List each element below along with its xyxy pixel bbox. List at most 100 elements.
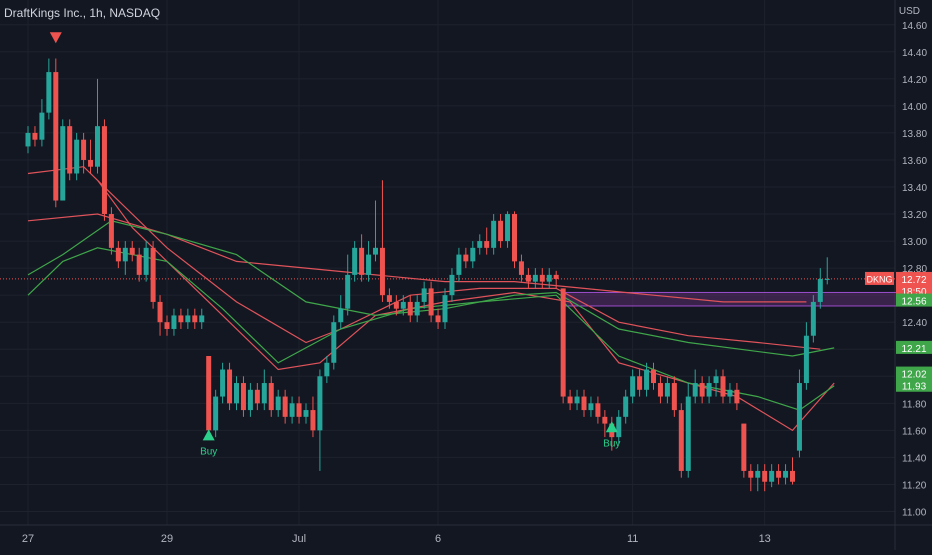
candle-body bbox=[234, 383, 239, 404]
candle-body bbox=[345, 274, 351, 309]
candle-body bbox=[129, 247, 135, 255]
candle bbox=[699, 376, 705, 404]
candle-body bbox=[393, 301, 399, 309]
candle-body bbox=[108, 214, 114, 248]
candle bbox=[790, 457, 795, 485]
candle-body bbox=[796, 383, 802, 451]
candle bbox=[783, 464, 789, 485]
candle-body bbox=[463, 254, 469, 262]
candle bbox=[379, 180, 385, 302]
candle bbox=[345, 254, 351, 316]
candle bbox=[386, 288, 392, 309]
candle bbox=[289, 396, 295, 424]
candle-body bbox=[310, 410, 316, 431]
candle-body bbox=[150, 247, 156, 302]
price-tick-label: 11.40 bbox=[902, 453, 927, 464]
candle bbox=[310, 396, 316, 438]
candle-body bbox=[247, 389, 253, 411]
candle bbox=[317, 369, 323, 471]
candle bbox=[678, 403, 684, 478]
candle bbox=[67, 119, 73, 181]
candle bbox=[220, 362, 226, 404]
candle bbox=[588, 396, 594, 417]
supply-zone-box bbox=[562, 291, 919, 307]
candle bbox=[254, 383, 260, 411]
candle bbox=[95, 78, 100, 174]
candle bbox=[32, 126, 38, 147]
candle-body bbox=[407, 301, 413, 316]
price-badge bbox=[896, 293, 932, 307]
candle-body bbox=[373, 247, 378, 255]
candle-body bbox=[671, 383, 677, 411]
candle bbox=[817, 268, 823, 309]
candle-body bbox=[553, 274, 559, 279]
price-tick-label: 11.20 bbox=[902, 480, 927, 491]
candle-body bbox=[699, 383, 705, 397]
candle bbox=[400, 295, 406, 316]
candle bbox=[171, 308, 177, 336]
candle bbox=[213, 389, 219, 438]
candle bbox=[88, 139, 94, 174]
candle-body bbox=[213, 396, 219, 431]
candle-body bbox=[651, 369, 656, 384]
candle-body bbox=[164, 322, 170, 329]
candle bbox=[796, 369, 802, 458]
candle bbox=[366, 241, 372, 282]
price-tick-label: 14.60 bbox=[902, 21, 927, 32]
candle-body bbox=[692, 383, 698, 397]
price-tick-label: 13.40 bbox=[902, 183, 927, 194]
candle bbox=[616, 410, 622, 444]
price-badge-text: 12.72 bbox=[901, 275, 926, 286]
candle bbox=[518, 254, 524, 282]
candle bbox=[581, 389, 587, 417]
price-tick-label: 13.20 bbox=[902, 210, 927, 221]
candle-body bbox=[46, 72, 52, 113]
time-tick-label: Jul bbox=[292, 533, 306, 545]
candle bbox=[178, 308, 184, 329]
time-tick-label: 13 bbox=[759, 533, 771, 545]
candle-body bbox=[783, 470, 789, 478]
candle-body bbox=[803, 335, 809, 384]
candle bbox=[644, 362, 650, 397]
candle bbox=[602, 410, 608, 438]
candle bbox=[623, 389, 629, 424]
candle bbox=[407, 295, 413, 323]
candle-body bbox=[512, 214, 517, 262]
buy-signal-label: Buy bbox=[603, 438, 620, 449]
price-badge bbox=[896, 340, 932, 354]
moving-average-line bbox=[27, 166, 821, 350]
time-axis: 2729Jul6111318202527 bbox=[22, 533, 771, 545]
candle bbox=[442, 288, 448, 329]
price-badge bbox=[896, 271, 932, 285]
candle bbox=[435, 308, 441, 329]
candle-body bbox=[240, 383, 246, 411]
candle-body bbox=[748, 470, 754, 478]
candle bbox=[428, 281, 434, 323]
candle-body bbox=[428, 288, 434, 316]
symbol-badge bbox=[865, 271, 894, 285]
candle bbox=[567, 389, 573, 411]
candle bbox=[324, 356, 330, 384]
candle bbox=[664, 376, 670, 404]
candle bbox=[268, 376, 274, 417]
candle bbox=[129, 241, 135, 262]
candle-body bbox=[400, 301, 406, 309]
candle-body bbox=[435, 315, 441, 323]
candle bbox=[706, 376, 712, 404]
candle-body bbox=[359, 247, 365, 275]
candle-body bbox=[817, 278, 823, 302]
candle bbox=[331, 315, 337, 370]
candle-body bbox=[115, 247, 121, 262]
candle-body bbox=[88, 159, 94, 167]
buy-signal-icon bbox=[202, 429, 215, 441]
candle bbox=[637, 369, 643, 397]
candle-body bbox=[491, 220, 497, 248]
candle-body bbox=[727, 389, 733, 397]
candle-body bbox=[539, 274, 545, 282]
candle-body bbox=[254, 389, 260, 404]
candle bbox=[512, 211, 517, 269]
candle-body bbox=[53, 72, 59, 201]
price-tick-label: 14.20 bbox=[902, 75, 927, 86]
